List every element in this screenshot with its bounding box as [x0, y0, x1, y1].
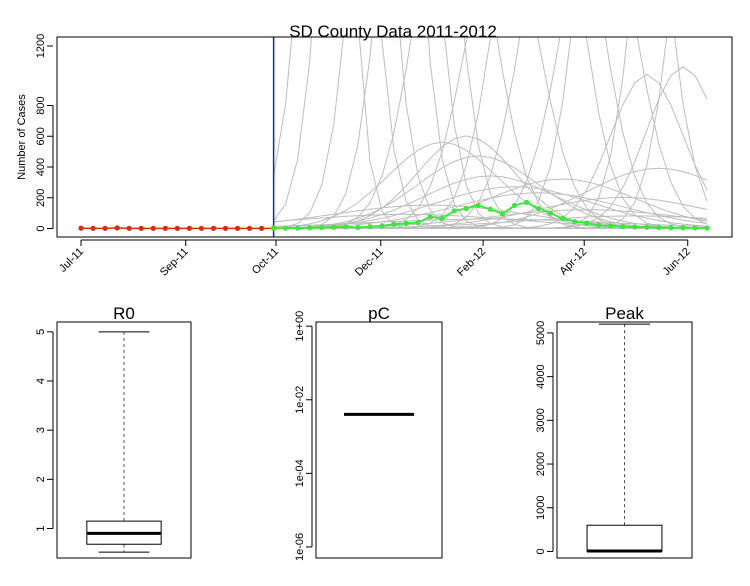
forecast-point-34: [680, 225, 686, 231]
forecast-point-20: [511, 202, 517, 209]
peak-frame: [556, 321, 693, 559]
peak-y-tick-label-4: 4000: [535, 364, 547, 388]
forecast-point-28: [608, 223, 614, 229]
r0-y-tick-label-1: 2: [35, 476, 47, 482]
r0-title: R0: [113, 304, 135, 323]
plot-frame: [56, 36, 733, 238]
forecast-point-36: [704, 225, 710, 231]
forecast-point-30: [632, 224, 638, 230]
forecast-point-17: [475, 202, 481, 209]
observed-point-15: [258, 225, 265, 231]
forecast-point-1: [283, 225, 289, 231]
observed-point-10: [198, 225, 204, 231]
forecast-point-14: [439, 215, 445, 222]
observed-point-13: [234, 225, 241, 231]
pc-title: pC: [368, 304, 390, 323]
x-tick-label-2: Oct-11: [250, 246, 281, 277]
observed-point-7: [162, 225, 168, 231]
forecast-point-32: [656, 224, 662, 231]
x-tick-label-1: Sep-11: [158, 246, 191, 279]
y-tick-label-1: 200: [35, 189, 47, 207]
peak-box: [586, 524, 663, 552]
observed-point-0: [78, 225, 84, 231]
x-tick-label-5: Apr-12: [557, 246, 589, 278]
y-tick-label-4: 800: [35, 96, 47, 114]
r0-y-tick-label-3: 4: [35, 378, 47, 384]
x-tick-label-0: Jul-11: [57, 246, 86, 275]
forecast-point-6: [343, 224, 349, 230]
observed-point-1: [90, 225, 96, 231]
pc-y-tick-label-1: 1e-04: [294, 459, 306, 487]
forecast-point-31: [644, 224, 650, 230]
forecast-point-35: [692, 225, 698, 231]
observed-point-2: [102, 225, 108, 231]
pc-y-tick-label-2: 1e-02: [294, 386, 306, 414]
forecast-point-23: [547, 210, 554, 216]
observed-point-6: [150, 225, 156, 231]
forecast-point-24: [559, 215, 566, 222]
r0-y-tick-label-2: 3: [35, 427, 47, 433]
peak-y-tick-label-3: 3000: [535, 408, 547, 432]
peak-y-tick-label-5: 5000: [535, 321, 547, 345]
observed-point-12: [222, 225, 229, 231]
forecast-point-4: [319, 224, 325, 231]
observed-point-14: [246, 225, 253, 231]
observed-point-8: [174, 225, 180, 231]
forecast-point-19: [499, 211, 505, 217]
ensemble-line-9: [273, 73, 708, 229]
x-tick-label-6: Jun-12: [661, 246, 693, 278]
ensemble-line-1: [273, 141, 707, 229]
forecast-point-12: [415, 220, 421, 226]
y-tick-label-5: 1200: [35, 34, 47, 58]
forecast-point-25: [571, 218, 578, 225]
forecast-point-26: [584, 220, 590, 226]
x-tick-label-3: Dec-11: [353, 246, 386, 279]
forecast-point-0: [271, 225, 277, 231]
forecast-point-2: [295, 225, 301, 231]
r0-y-tick-label-0: 1: [35, 525, 47, 531]
y-tick-label-0: 0: [35, 225, 47, 231]
forecast-point-18: [487, 206, 493, 212]
forecast-point-8: [367, 224, 373, 230]
forecast-point-7: [355, 224, 361, 231]
forecast-point-11: [403, 220, 409, 227]
pc-y-tick-label-3: 1e+00: [294, 311, 306, 342]
peak-y-tick-label-0: 0: [535, 548, 547, 554]
forecast-point-15: [451, 208, 457, 214]
forecast-point-16: [463, 205, 469, 212]
forecast-point-9: [379, 223, 385, 229]
peak-y-tick-label-2: 2000: [535, 452, 547, 476]
observed-point-3: [114, 225, 120, 231]
ensemble-line-5: [273, 178, 708, 229]
observed-point-5: [138, 225, 144, 231]
chart-title: SD County Data 2011-2012: [289, 22, 497, 41]
pc-frame: [315, 321, 443, 559]
y-axis-title: Number of Cases: [16, 94, 28, 180]
forecast-point-3: [307, 225, 313, 231]
observed-point-9: [186, 225, 192, 231]
forecast-point-29: [620, 224, 626, 230]
forecast-point-22: [535, 205, 542, 212]
forecast-point-13: [427, 213, 433, 220]
ensemble-line-29: [273, 218, 708, 227]
r0-y-tick-label-4: 5: [35, 329, 47, 335]
forecast-point-5: [331, 224, 337, 230]
observed-point-4: [126, 225, 132, 231]
forecast-point-10: [391, 221, 397, 227]
peak-y-tick-label-1: 1000: [535, 495, 547, 519]
forecast-point-27: [596, 222, 602, 228]
x-tick-label-4: Feb-12: [455, 246, 488, 279]
y-tick-label-2: 400: [35, 158, 47, 176]
pc-y-tick-label-0: 1e-06: [294, 533, 306, 561]
forecast-point-33: [668, 225, 674, 231]
r0-frame: [56, 321, 192, 559]
y-tick-label-3: 600: [35, 127, 47, 145]
observed-point-11: [210, 225, 217, 231]
forecast-point-21: [523, 199, 530, 205]
peak-title: Peak: [605, 304, 644, 323]
